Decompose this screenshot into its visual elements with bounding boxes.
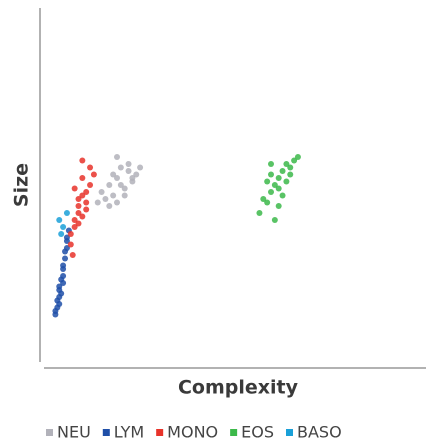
point [62,255,69,262]
point [60,224,67,230]
point [106,182,113,188]
point [75,210,82,216]
point [79,175,86,181]
point [264,199,271,206]
point [279,168,286,174]
point [60,280,67,286]
point [133,171,140,178]
point [58,231,65,237]
point [52,311,59,318]
point [110,192,117,199]
point [75,203,82,209]
point [260,196,267,202]
point [283,178,290,185]
point [121,185,128,192]
point [60,262,67,269]
point [256,210,263,216]
point [58,290,65,297]
point [271,217,278,223]
point [264,178,271,185]
point [279,192,286,199]
point [110,171,117,178]
point [268,161,274,167]
point [90,171,97,178]
point [275,175,282,181]
point [67,241,74,248]
point [83,206,90,213]
point [275,185,282,192]
legend-swatch [156,429,164,436]
points [52,154,301,318]
point [63,238,70,244]
point [94,199,101,206]
point [129,175,136,181]
point [287,171,294,178]
point [271,182,278,188]
point [114,175,120,181]
legend-label: MONO [167,423,218,442]
point [83,189,90,195]
point [75,220,82,227]
legend: NEU LYM MONO EOS BASO [46,423,342,442]
point [56,283,63,290]
point [125,161,132,167]
point [268,171,274,178]
point [125,168,132,174]
point [268,189,274,195]
point [121,192,128,199]
legend-label: EOS [241,423,274,442]
point [98,189,105,195]
point [83,199,90,206]
point [71,217,78,223]
point [117,182,124,188]
point [75,196,82,202]
legend-swatch [286,429,293,436]
point [69,252,76,258]
point [79,192,86,199]
point [56,301,63,307]
point [71,224,78,230]
point [287,164,294,171]
legend-label: LYM [114,423,144,442]
point [117,164,124,171]
point [106,203,113,209]
point [60,273,67,279]
y-axis-label: Size [11,163,33,207]
point [137,164,144,171]
point [63,210,70,216]
point [114,199,120,206]
point [283,161,290,167]
point [62,248,69,255]
point [275,203,282,209]
legend-swatch [230,429,238,436]
x-axis-label: Complexity [178,377,299,399]
legend-label: BASO [297,423,342,442]
point [71,185,78,192]
point [114,154,120,160]
point [56,217,63,223]
legend-swatch [102,429,110,436]
point [87,182,94,188]
point [67,231,74,237]
point [87,164,94,171]
point [79,213,86,220]
legend-swatch [46,429,53,436]
point [102,196,109,202]
point [294,154,301,160]
legend-label: NEU [57,423,91,442]
point [79,157,86,164]
point [291,157,298,164]
